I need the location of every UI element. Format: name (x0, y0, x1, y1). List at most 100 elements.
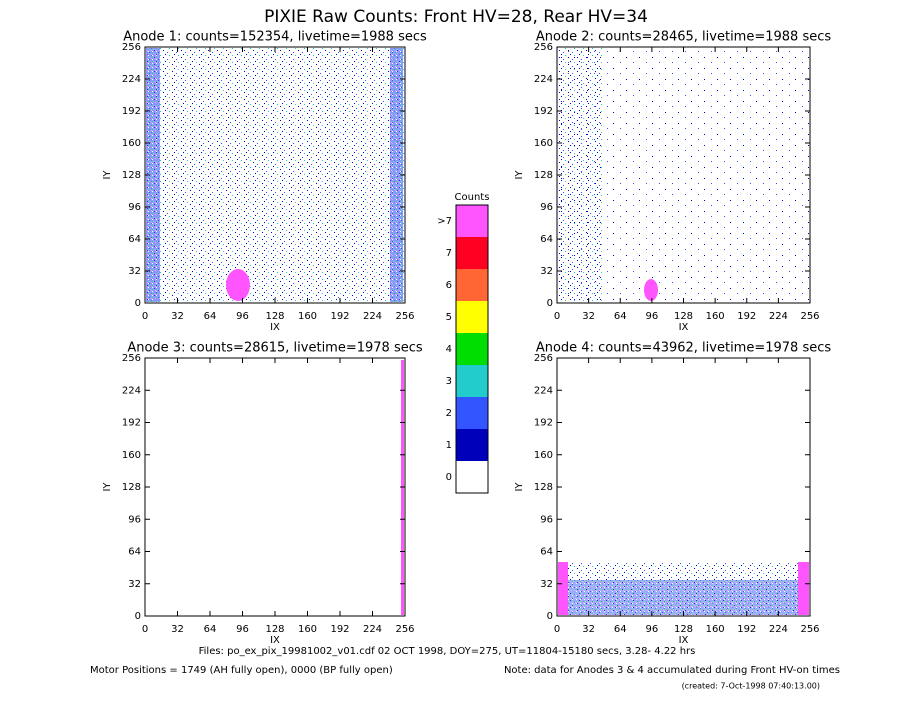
x-tick-label: 32 (171, 624, 184, 635)
x-tick-label: 256 (800, 624, 819, 635)
y-tick-label: 64 (128, 234, 141, 245)
y-tick-label: 160 (534, 450, 553, 461)
y-tick-label: 0 (135, 611, 141, 622)
colorbar-label: 2 (446, 408, 452, 419)
y-tick-label: 160 (122, 450, 141, 461)
y-tick-label: 128 (534, 170, 553, 181)
x-tick-label: 0 (554, 311, 560, 322)
colorbar-swatch (456, 333, 488, 365)
colorbar-title: Counts (455, 192, 490, 203)
y-tick-label: 224 (534, 74, 553, 85)
y-tick-label: 192 (122, 418, 141, 429)
x-tick-label: 192 (737, 624, 756, 635)
y-tick-label: 192 (534, 418, 553, 429)
x-axis-label: IX (270, 322, 280, 333)
x-tick-label: 128 (265, 624, 284, 635)
y-tick-label: 32 (128, 266, 141, 277)
x-tick-label: 0 (142, 624, 148, 635)
decoration (146, 48, 809, 615)
y-tick-label: 224 (534, 385, 553, 396)
y-tick-label: 32 (540, 266, 553, 277)
x-tick-label: 64 (614, 624, 627, 635)
x-tick-label: 256 (800, 311, 819, 322)
y-tick-label: 0 (547, 611, 553, 622)
colorbar-frame (455, 204, 489, 494)
y-axis-label: IY (514, 170, 525, 180)
y-tick-label: 96 (128, 202, 141, 213)
colorbar-label: 0 (446, 472, 452, 483)
colorbar-label: 6 (446, 280, 452, 291)
footer-motor: Motor Positions = 1749 (AH fully open), … (90, 665, 393, 676)
colorbar-label: 4 (446, 344, 452, 355)
x-tick-label: 0 (554, 624, 560, 635)
y-tick-label: 96 (128, 514, 141, 525)
y-tick-label: 224 (122, 385, 141, 396)
y-tick-label: 32 (128, 579, 141, 590)
colorbar-label: 3 (446, 376, 452, 387)
x-tick-label: 224 (769, 624, 788, 635)
x-tick-label: 96 (236, 311, 249, 322)
y-tick-label: 128 (534, 482, 553, 493)
colorbar-swatch (456, 205, 488, 237)
colorbar-swatch (456, 397, 488, 429)
y-tick-label: 64 (540, 234, 553, 245)
panel-title: Anode 3: counts=28615, livetime=1978 sec… (127, 341, 423, 356)
y-tick-label: 0 (135, 298, 141, 309)
x-tick-label: 160 (298, 624, 317, 635)
panel-title: Anode 4: counts=43962, livetime=1978 sec… (536, 341, 832, 356)
y-tick-label: 224 (122, 74, 141, 85)
x-tick-label: 160 (298, 311, 317, 322)
x-tick-label: 0 (142, 311, 148, 322)
colorbar-label: 5 (446, 312, 452, 323)
y-tick-label: 192 (122, 106, 141, 117)
x-tick-label: 32 (582, 624, 595, 635)
y-tick-label: 96 (540, 202, 553, 213)
colorbar-swatch (456, 269, 488, 301)
x-tick-label: 64 (204, 624, 217, 635)
x-tick-label: 96 (646, 624, 659, 635)
footer-files: Files: po_ex_pix_19981002_v01.cdf 02 OCT… (199, 646, 696, 657)
x-axis-label: IX (270, 635, 280, 646)
y-tick-label: 160 (534, 138, 553, 149)
colorbar-swatch (456, 237, 488, 269)
colorbar-label: 1 (446, 440, 452, 451)
colorbar-swatch (456, 461, 488, 493)
y-axis-label: IY (102, 170, 113, 180)
y-tick-label: 256 (534, 353, 553, 364)
x-tick-label: 32 (171, 311, 184, 322)
x-axis-label: IX (679, 322, 689, 333)
colorbar-label: >7 (437, 216, 452, 227)
colorbar-swatch (456, 365, 488, 397)
colorbar-swatch (456, 301, 488, 333)
x-tick-label: 192 (330, 624, 349, 635)
x-tick-label: 160 (706, 311, 725, 322)
y-tick-label: 160 (122, 138, 141, 149)
y-axis-label: IY (514, 482, 525, 492)
y-tick-label: 64 (540, 547, 553, 558)
x-tick-label: 32 (582, 311, 595, 322)
x-tick-label: 192 (330, 311, 349, 322)
x-axis-label: IX (679, 635, 689, 646)
colorbar-swatch (456, 429, 488, 461)
footer-note: Note: data for Anodes 3 & 4 accumulated … (504, 665, 840, 676)
y-tick-label: 64 (128, 547, 141, 558)
panel-title: Anode 1: counts=152354, livetime=1988 se… (123, 30, 427, 45)
y-tick-label: 256 (534, 42, 553, 53)
x-tick-label: 224 (363, 624, 382, 635)
x-tick-label: 64 (204, 311, 217, 322)
x-tick-label: 256 (395, 311, 414, 322)
x-tick-label: 128 (674, 624, 693, 635)
y-axis-label: IY (102, 482, 113, 492)
x-tick-label: 224 (363, 311, 382, 322)
x-tick-label: 128 (674, 311, 693, 322)
y-tick-label: 96 (540, 514, 553, 525)
x-tick-label: 192 (737, 311, 756, 322)
page-title: PIXIE Raw Counts: Front HV=28, Rear HV=3… (264, 7, 648, 27)
y-tick-label: 0 (547, 298, 553, 309)
x-tick-label: 64 (614, 311, 627, 322)
y-tick-label: 128 (122, 170, 141, 181)
panel-title: Anode 2: counts=28465, livetime=1988 sec… (536, 30, 832, 45)
plot-frame (144, 357, 406, 617)
x-tick-label: 256 (395, 624, 414, 635)
